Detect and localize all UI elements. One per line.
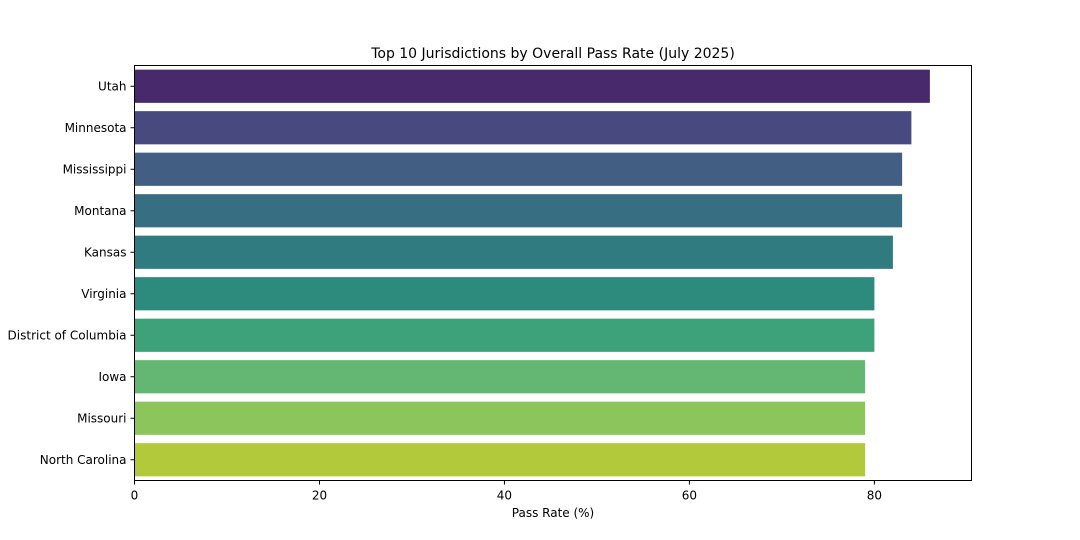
bar-iowa bbox=[134, 360, 866, 394]
chart-title: Top 10 Jurisdictions by Overall Pass Rat… bbox=[370, 46, 735, 62]
bar-virginia bbox=[134, 277, 875, 311]
bar-district-of-columbia bbox=[134, 318, 875, 352]
y-tick-label: Utah bbox=[98, 79, 126, 93]
x-axis-label: Pass Rate (%) bbox=[512, 506, 594, 520]
bar-missouri bbox=[134, 401, 866, 435]
y-tick-label: Virginia bbox=[81, 287, 126, 301]
bar-montana bbox=[134, 194, 903, 228]
bar-mississippi bbox=[134, 152, 903, 186]
y-axis-ticks: Utah Minnesota Mississippi Montana Kansas Vir… bbox=[8, 79, 135, 467]
axes-frame bbox=[134, 65, 972, 481]
bar-minnesota bbox=[134, 111, 912, 145]
y-tick-label: Missouri bbox=[77, 411, 126, 425]
y-tick-label: District of Columbia bbox=[8, 328, 127, 342]
x-tick-label: 20 bbox=[312, 489, 327, 503]
x-tick-label: 60 bbox=[682, 489, 697, 503]
x-tick-label: 0 bbox=[131, 489, 139, 503]
x-tick-label: 40 bbox=[497, 489, 512, 503]
bar-kansas bbox=[134, 235, 893, 269]
y-tick-label: Minnesota bbox=[65, 121, 127, 135]
x-axis-ticks: 0 20 40 60 80 bbox=[131, 480, 882, 503]
y-tick-label: Mississippi bbox=[63, 162, 127, 176]
y-tick-label: Kansas bbox=[84, 245, 126, 259]
y-tick-label: Iowa bbox=[98, 370, 126, 384]
bar-utah bbox=[134, 69, 930, 103]
y-tick-label: Montana bbox=[74, 204, 126, 218]
bar-north-carolina bbox=[134, 443, 866, 477]
y-tick-label: North Carolina bbox=[40, 453, 127, 467]
x-tick-label: 80 bbox=[867, 489, 882, 503]
bars-layer bbox=[134, 69, 930, 477]
